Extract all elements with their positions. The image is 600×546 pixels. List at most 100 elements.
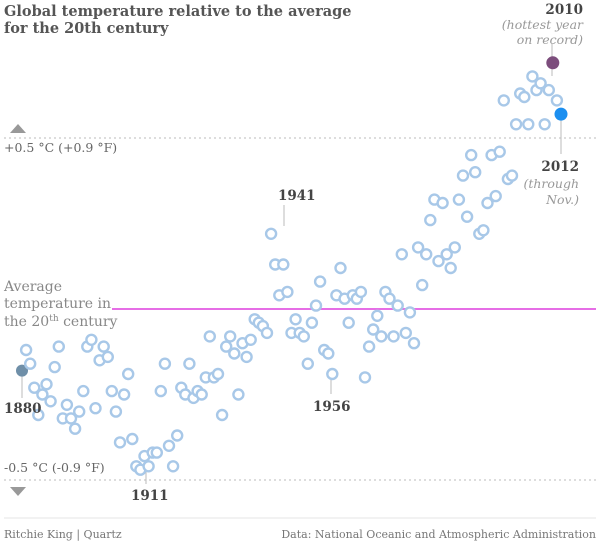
data-point-1958 (334, 261, 347, 275)
data-point-1994 (481, 196, 494, 210)
data-point-1967 (371, 309, 384, 322)
data-point-1935 (240, 350, 253, 364)
data-point-1924 (195, 388, 208, 401)
average-label-sup: th (49, 314, 59, 324)
data-point-1888 (48, 360, 61, 374)
data-point-1964 (358, 371, 372, 384)
label-1956: 1956 (313, 399, 351, 415)
label-2010: 2010 (545, 2, 583, 18)
data-point-1940 (260, 326, 274, 340)
footer-source: Data: National Oceanic and Atmospheric A… (281, 528, 596, 541)
data-point-1885 (36, 388, 49, 401)
data-point-1880 (16, 364, 28, 377)
data-point-2007 (534, 77, 547, 90)
data-point-1970 (383, 292, 396, 305)
data-point-1901 (101, 350, 115, 364)
data-point-1984 (440, 248, 453, 261)
data-point-2003 (518, 90, 531, 104)
data-point-1955 (322, 347, 335, 360)
data-point-1996 (489, 189, 502, 203)
average-label-century: century (59, 314, 118, 330)
data-point-1883 (28, 381, 41, 394)
data-point-1993 (477, 224, 490, 237)
data-point-2000 (505, 169, 519, 182)
label-1941: 1941 (278, 188, 316, 204)
data-point-1963 (354, 285, 368, 299)
data-point-1884 (32, 408, 45, 422)
chart-title-line-2: for the 20th century (4, 20, 169, 37)
data-point-1905 (117, 388, 131, 401)
data-points (16, 56, 568, 476)
data-point-1973 (395, 248, 408, 261)
data-point-1916 (162, 439, 176, 452)
data-point-1950 (301, 357, 314, 370)
average-label-line-1: Average (3, 279, 62, 295)
data-point-1926 (203, 330, 217, 343)
data-point-1918 (170, 429, 184, 442)
gridline-label-minus: -0.5 °C (-0.9 °F) (4, 460, 105, 475)
data-point-1936 (244, 333, 257, 346)
footer-credit: Ritchie King | Quartz (4, 528, 122, 542)
data-point-1895 (77, 384, 90, 398)
data-point-2005 (526, 70, 539, 83)
data-point-1974 (399, 326, 412, 340)
data-point-1945 (281, 285, 294, 299)
data-point-1892 (64, 412, 78, 425)
data-point-1907 (126, 432, 139, 446)
label-2010-sub-1: (hottest year (502, 17, 584, 32)
label-1880: 1880 (4, 401, 42, 417)
data-point-1947 (289, 313, 302, 326)
data-point-1944 (277, 258, 290, 271)
data-point-1906 (121, 367, 135, 381)
data-point-1914 (154, 384, 168, 398)
data-point-1985 (444, 261, 457, 275)
average-label-line-2: temperature in (4, 296, 111, 312)
data-point-1998 (497, 94, 510, 107)
data-point-2008 (538, 118, 551, 131)
data-point-1956 (326, 367, 339, 381)
data-point-1894 (72, 405, 86, 418)
data-point-1988 (456, 169, 470, 182)
data-point-1933 (232, 388, 245, 401)
data-point-1990 (465, 148, 478, 162)
data-point-1951 (305, 316, 319, 329)
down-triangle-icon (10, 487, 26, 496)
data-point-1982 (432, 254, 445, 268)
label-2012: 2012 (541, 159, 579, 175)
data-point-1887 (44, 395, 57, 408)
label-2012-sub-1: (through (523, 176, 579, 191)
data-point-1952 (309, 299, 323, 312)
data-point-1929 (215, 408, 229, 422)
data-point-1882 (24, 357, 37, 370)
data-point-1900 (97, 340, 110, 353)
data-point-1966 (367, 323, 380, 336)
data-point-1987 (452, 193, 466, 206)
average-label-line-3: the 20th century (4, 314, 118, 330)
data-point-1911 (142, 460, 155, 473)
data-point-1975 (403, 306, 417, 319)
data-point-1931 (223, 330, 237, 343)
up-triangle-icon (10, 124, 26, 133)
chart-title-line-1: Global temperature relative to the avera… (4, 3, 352, 20)
data-point-1915 (158, 357, 172, 370)
data-point-1977 (411, 241, 425, 254)
data-point-2004 (522, 118, 535, 131)
data-point-1976 (407, 337, 421, 350)
data-point-1897 (85, 333, 98, 346)
data-point-1991 (469, 165, 482, 179)
data-point-2001 (509, 118, 523, 131)
label-2010-sub-2: on record) (517, 32, 583, 47)
data-point-1941 (264, 227, 278, 241)
data-point-2012 (554, 107, 568, 121)
data-point-1978 (416, 278, 429, 292)
data-point-1983 (436, 196, 449, 210)
data-point-1913 (150, 446, 164, 459)
data-point-2010 (546, 56, 560, 70)
data-point-2011 (550, 94, 564, 107)
data-point-1928 (211, 367, 225, 381)
data-point-1989 (460, 210, 474, 223)
data-point-1903 (109, 405, 123, 418)
data-point-1886 (40, 378, 53, 391)
data-point-1980 (424, 213, 437, 227)
